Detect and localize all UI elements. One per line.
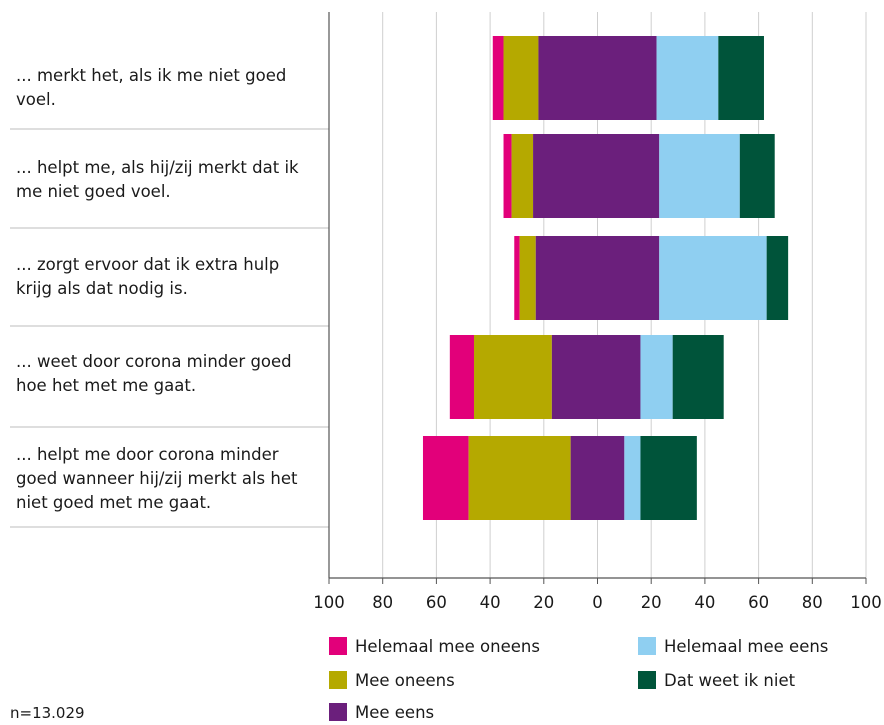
- bar-segment: [514, 236, 520, 320]
- legend-swatch: [329, 637, 347, 655]
- bar-segment: [624, 436, 641, 520]
- legend-item-helemaal-mee-oneens: Helemaal mee oneens: [329, 637, 540, 657]
- legend-item-helemaal-mee-eens: Helemaal mee eens: [638, 637, 828, 657]
- legend-swatch: [638, 671, 656, 689]
- bar-segment: [422, 436, 469, 520]
- bar-segment: [449, 335, 474, 419]
- bar-segment: [519, 236, 536, 320]
- bar-segment: [492, 36, 504, 120]
- category-label-5: ... helpt me door corona minder goed wan…: [16, 445, 298, 512]
- bar-segment: [672, 335, 724, 419]
- category-label-3: ... zorgt ervoor dat ik extra hulp krijg…: [16, 255, 280, 298]
- bar-segment: [656, 36, 719, 120]
- category-label-2: ... helpt me, als hij/zij merkt dat ik m…: [16, 158, 299, 201]
- x-tick-label: 20: [641, 593, 662, 612]
- bar-segment: [468, 436, 571, 520]
- legend-swatch: [329, 671, 347, 689]
- bar-segment: [535, 236, 660, 320]
- legend-label: Mee eens: [355, 703, 435, 722]
- x-tick-label: 20: [533, 593, 554, 612]
- bar-segment: [640, 335, 673, 419]
- bar-segment: [473, 335, 552, 419]
- x-tick-label: 40: [694, 593, 715, 612]
- bar-segment: [659, 236, 767, 320]
- bar-segment: [739, 134, 775, 218]
- bar-segment: [511, 134, 534, 218]
- bar-segment: [718, 36, 764, 120]
- legend-swatch: [329, 703, 347, 721]
- legend-label: Helemaal mee eens: [664, 637, 829, 656]
- legend-label: Helemaal mee oneens: [355, 637, 540, 656]
- legend-label: Dat weet ik niet: [664, 671, 796, 690]
- bar-segment: [538, 36, 657, 120]
- legend-label: Mee oneens: [355, 671, 455, 690]
- bar-segment: [659, 134, 740, 218]
- legend-item-mee-eens: Mee eens: [329, 703, 434, 723]
- category-label-4: ... weet door corona minder goed hoe het…: [16, 352, 292, 395]
- legend-item-mee-oneens: Mee oneens: [329, 671, 455, 691]
- x-tick-label: 100: [313, 593, 345, 612]
- x-tick-label: 40: [480, 593, 501, 612]
- bar-segment: [570, 436, 625, 520]
- bar-segment: [640, 436, 697, 520]
- x-tick-label: 60: [426, 593, 447, 612]
- x-tick-label: 80: [372, 593, 393, 612]
- bar-segment: [533, 134, 660, 218]
- legend-item-dat-weet-ik-niet: Dat weet ik niet: [638, 671, 795, 691]
- x-tick-label: 100: [850, 593, 882, 612]
- bar-segment: [503, 134, 512, 218]
- x-tick-label: 80: [802, 593, 823, 612]
- x-tick-label: 60: [748, 593, 769, 612]
- category-label-1: ... merkt het, als ik me niet goed voel.: [16, 66, 287, 109]
- sample-size-note: n=13.029: [10, 704, 85, 722]
- legend-swatch: [638, 637, 656, 655]
- bar-segment: [766, 236, 789, 320]
- bar-segment: [503, 36, 539, 120]
- x-tick-label: 0: [592, 593, 603, 612]
- bar-segment: [551, 335, 641, 419]
